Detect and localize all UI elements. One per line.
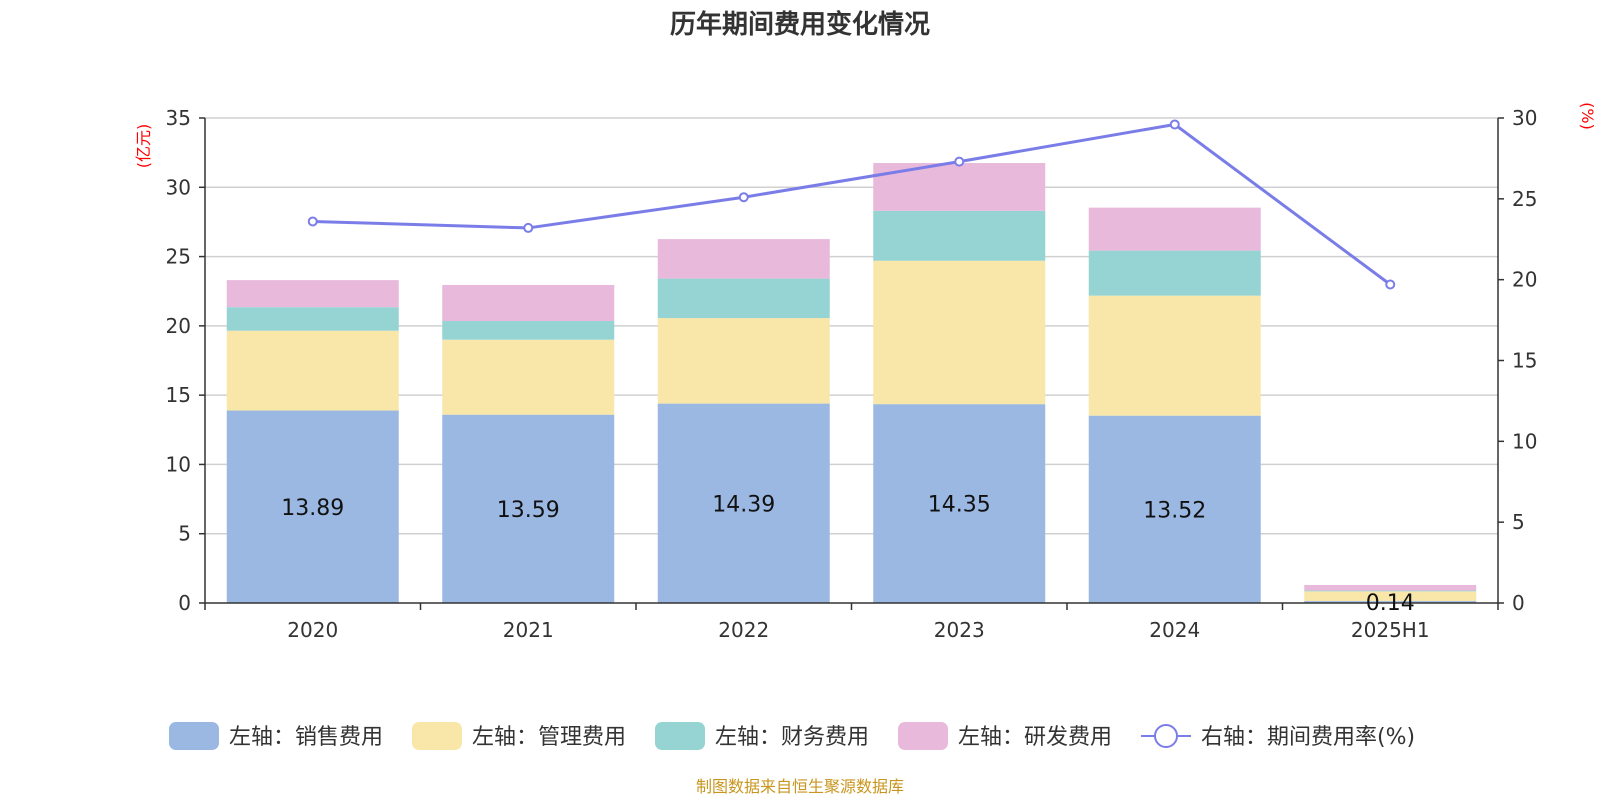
legend-swatch <box>169 722 219 750</box>
data-label: 13.52 <box>1143 498 1206 523</box>
left-axis-tick-label: 5 <box>178 522 191 546</box>
legend[interactable]: 左轴：销售费用 左轴：管理费用 左轴：财务费用 左轴：研发费用 右轴：期间费用率(%) <box>169 722 1415 750</box>
bar-segment <box>1304 584 1477 591</box>
bar-segment <box>442 414 615 603</box>
data-labels: 13.89 13.59 14.39 14.35 13.52 0.14 <box>281 492 1414 616</box>
bar-segment <box>1088 207 1261 251</box>
line-series <box>307 119 1396 290</box>
x-axis-tick-label: 2025H1 <box>1351 618 1430 642</box>
line-point <box>1169 119 1180 130</box>
bar-segment <box>226 307 399 331</box>
left-axis-tick-label: 30 <box>166 175 191 199</box>
bar-segment <box>442 339 615 415</box>
data-label: 14.39 <box>712 492 775 517</box>
bar-segment <box>226 330 399 411</box>
line-point <box>954 156 965 167</box>
bar-segment <box>442 321 615 340</box>
bar-series <box>226 163 1477 603</box>
right-axis-tick-label: 15 <box>1512 349 1537 373</box>
x-axis-tick-label: 2024 <box>1149 618 1200 642</box>
left-axis-tick-label: 15 <box>166 383 191 407</box>
legend-label: 右轴：期间费用率(%) <box>1201 725 1415 750</box>
legend-swatch <box>655 722 705 750</box>
legend-item[interactable]: 左轴：财务费用 <box>655 722 869 750</box>
bar-segment <box>657 239 830 279</box>
right-axis-tick-label: 30 <box>1512 106 1537 130</box>
bar-segment <box>1088 250 1261 296</box>
right-axis-tick-label: 10 <box>1512 429 1537 453</box>
bar-segment <box>226 280 399 308</box>
bar-segment <box>226 410 399 603</box>
bar-segment <box>1304 590 1477 592</box>
line-point <box>738 192 749 203</box>
left-axis-tick-label: 35 <box>166 106 191 130</box>
left-axis-tick-label: 20 <box>166 314 191 338</box>
source-note: 制图数据来自恒生聚源数据库 <box>696 777 904 796</box>
grid-lines <box>205 117 1498 535</box>
legend-swatch <box>898 722 948 750</box>
bar-segment <box>1304 591 1477 602</box>
bar-segment <box>1088 415 1261 603</box>
bar-segment <box>873 404 1046 603</box>
data-label: 14.35 <box>928 493 991 518</box>
bar-segment <box>657 278 830 319</box>
legend-label: 左轴：研发费用 <box>958 725 1112 750</box>
right-axis-unit: (%) <box>1578 102 1597 130</box>
legend-label: 左轴：财务费用 <box>715 725 869 750</box>
legend-label: 左轴：管理费用 <box>472 725 626 750</box>
right-axis-tick-label: 0 <box>1512 591 1525 615</box>
data-label: 13.59 <box>497 498 560 523</box>
left-axis-unit: (亿元) <box>134 124 153 169</box>
data-label: 0.14 <box>1366 591 1415 616</box>
left-axis-tick-label: 10 <box>166 452 191 476</box>
right-axis-tick-label: 20 <box>1512 268 1537 292</box>
line-point <box>1385 279 1396 290</box>
x-axis-tick-label: 2020 <box>287 618 338 642</box>
legend-label: 左轴：销售费用 <box>229 725 383 750</box>
right-axis-tick-label: 5 <box>1512 510 1525 534</box>
axes: 0 5 10 15 20 25 30 35 0 5 10 15 20 25 30 2020 2021 2022 20… <box>166 106 1538 642</box>
legend-marker-icon <box>1154 724 1178 748</box>
bar-segment <box>1304 601 1477 603</box>
x-axis-tick-label: 2022 <box>718 618 769 642</box>
left-axis-tick-label: 25 <box>166 245 191 269</box>
bar-segment <box>873 210 1046 261</box>
x-axis-tick-label: 2021 <box>503 618 554 642</box>
line-point <box>523 222 534 233</box>
bar-segment <box>657 318 830 404</box>
legend-swatch <box>412 722 462 750</box>
bar-segment <box>1088 295 1261 416</box>
line-path <box>312 122 1392 286</box>
legend-item[interactable]: 左轴：研发费用 <box>898 722 1112 750</box>
bar-segment <box>657 403 830 603</box>
x-axis-tick-label: 2023 <box>934 618 985 642</box>
line-point <box>307 216 318 227</box>
legend-item[interactable]: 左轴：管理费用 <box>412 722 626 750</box>
legend-item[interactable]: 左轴：销售费用 <box>169 722 383 750</box>
bar-segment <box>442 284 615 322</box>
left-axis-tick-label: 0 <box>178 591 191 615</box>
legend-item[interactable]: 右轴：期间费用率(%) <box>1141 724 1415 750</box>
data-label: 13.89 <box>281 496 344 521</box>
bar-segment <box>873 260 1046 405</box>
chart-title: 历年期间费用变化情况 <box>670 9 930 40</box>
right-axis-tick-label: 25 <box>1512 187 1537 211</box>
